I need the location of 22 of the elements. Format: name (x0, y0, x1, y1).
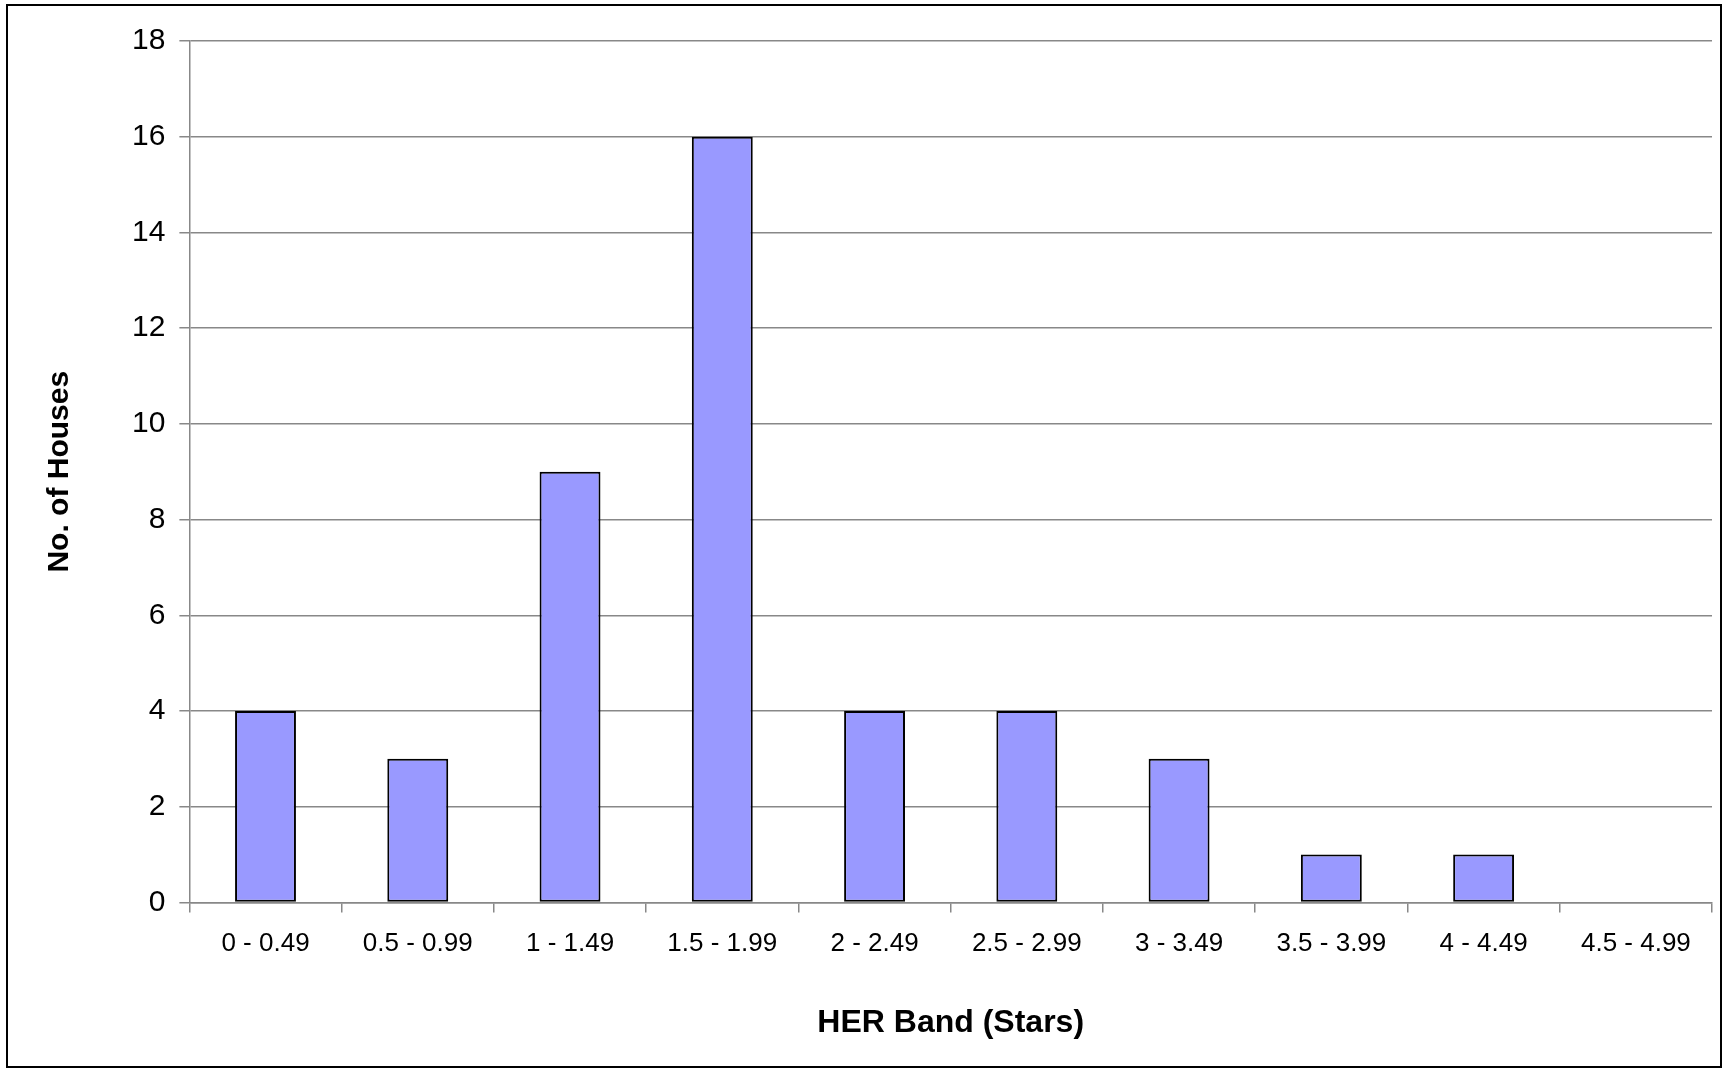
y-tick-label: 14 (131, 213, 166, 247)
y-tick-label: 2 (148, 787, 166, 821)
y-tick-label: 10 (131, 405, 166, 439)
y-tick-label: 6 (148, 596, 166, 630)
x-tick-label: 3 - 3.49 (1134, 927, 1224, 958)
y-tick-label: 4 (148, 692, 166, 726)
y-axis-title: No. of Houses (41, 370, 75, 573)
x-tick-label: 1 - 1.49 (525, 927, 615, 958)
x-tick-label: 0 - 0.49 (221, 927, 310, 958)
y-tick-label: 0 (148, 883, 166, 917)
y-tick-label: 18 (131, 22, 166, 56)
x-tick-label: 0.5 - 0.99 (362, 927, 473, 958)
x-tick-label: 2.5 - 2.99 (971, 927, 1082, 958)
x-axis-title: HER Band (Stars) (817, 1002, 1085, 1039)
x-tick-label: 2 - 2.49 (830, 927, 919, 958)
x-tick-label: 4.5 - 4.99 (1580, 927, 1691, 958)
x-tick-label: 4 - 4.49 (1439, 927, 1528, 958)
y-tick-label: 8 (148, 500, 166, 534)
y-tick-label: 12 (131, 309, 166, 343)
x-tick-label: 1.5 - 1.99 (667, 927, 778, 958)
y-tick-label: 16 (131, 117, 166, 151)
x-tick-label: 3.5 - 3.99 (1276, 927, 1387, 958)
